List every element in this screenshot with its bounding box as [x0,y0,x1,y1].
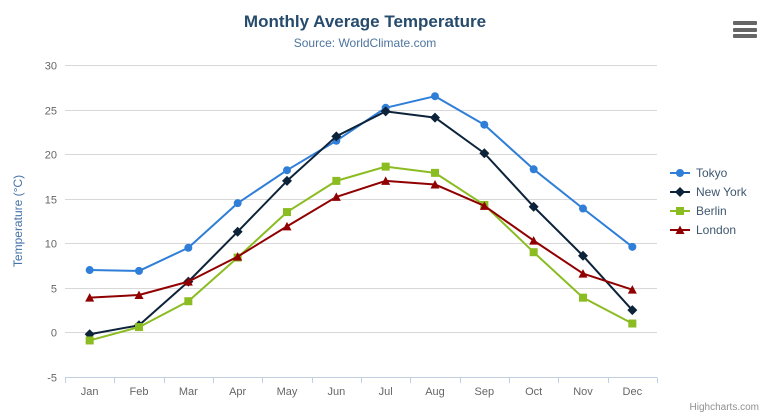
triangle-legend-marker-icon [670,225,690,234]
data-point[interactable] [628,242,637,251]
y-axis-tick-label: 15 [45,195,57,207]
x-axis-tick-label: Apr [229,386,246,398]
y-axis-tick-label: 30 [45,61,57,73]
data-point[interactable] [282,221,292,231]
x-axis-tick-label: Jan [81,386,99,398]
y-axis-tick-label: 25 [45,106,57,118]
data-point[interactable] [283,208,291,217]
x-axis-tick-label: Oct [525,386,542,398]
legend-label: Tokyo [696,165,728,180]
series-new-york [84,106,638,340]
data-point[interactable] [479,201,489,210]
data-point[interactable] [579,204,587,213]
data-point[interactable] [331,192,341,201]
data-point[interactable] [381,176,391,185]
diamond-legend-marker-icon [670,186,690,197]
data-point[interactable] [529,236,539,245]
legend-marker-symbol[interactable] [676,168,684,177]
y-axis-tick-label: -5 [47,373,57,385]
data-point[interactable] [628,319,637,328]
legend-item-berlin[interactable]: Berlin [669,201,747,220]
x-axis-tick-label: Sep [475,386,495,398]
x-axis-tick-label: Mar [179,386,198,398]
legend-label: New York [696,184,747,199]
data-point[interactable] [430,112,440,123]
y-axis-tick-label: 20 [45,150,57,162]
data-point[interactable] [479,148,490,159]
data-point[interactable] [282,175,292,186]
credits-link[interactable]: Highcharts.com [689,402,759,413]
x-axis-tick-label: Nov [573,386,593,398]
y-axis-tick-label: 5 [51,284,57,296]
legend-item-new-york[interactable]: New York [669,182,747,201]
y-axis-tick-label: 10 [45,239,57,251]
data-point[interactable] [85,266,94,275]
data-point[interactable] [480,120,489,129]
data-point[interactable] [528,201,539,212]
hamburger-icon [733,34,757,38]
data-point[interactable] [529,165,538,174]
data-point[interactable] [578,250,588,261]
legend-label: Berlin [696,203,727,218]
x-axis-tick-label: May [277,386,298,398]
y-axis-title: Temperature (°C) [11,175,25,267]
y-axis-tick-label: 0 [51,328,57,340]
x-axis-tick-label: Jul [379,386,393,398]
legend-marker-symbol[interactable] [676,206,684,215]
export-menu-button[interactable] [733,21,757,38]
data-point[interactable] [135,323,143,332]
x-axis-tick-label: Aug [425,386,445,398]
data-point[interactable] [331,131,342,142]
chart-title: Monthly Average Temperature [243,12,487,31]
legend-item-london[interactable]: London [669,220,747,239]
series-line [88,95,634,272]
data-point[interactable] [184,243,193,252]
data-point[interactable] [380,106,391,117]
data-point[interactable] [183,277,193,286]
series-tokyo [85,92,637,275]
data-point[interactable] [431,168,439,177]
hamburger-icon [733,21,757,25]
hamburger-icon [733,27,757,32]
square-legend-marker-icon [670,206,690,215]
series-line [88,165,634,342]
data-point[interactable] [134,290,144,299]
data-point[interactable] [627,305,638,316]
data-point[interactable] [529,248,538,257]
data-point[interactable] [233,252,243,261]
series-line [88,179,634,299]
data-point[interactable] [283,166,291,175]
legend-marker-symbol[interactable] [675,186,685,197]
data-point[interactable] [135,266,143,275]
data-point[interactable] [431,92,439,101]
data-point[interactable] [184,297,193,306]
data-point[interactable] [579,293,587,302]
data-point[interactable] [232,226,243,237]
x-axis-tick-label: Dec [623,386,643,398]
x-axis-tick-label: Feb [130,386,149,398]
legend-marker-symbol[interactable] [675,225,685,234]
x-axis-tick-label: Jun [327,386,345,398]
data-point[interactable] [85,293,95,302]
legend-label: London [696,222,737,237]
legend: Tokyo New York Berlin London [669,163,747,239]
data-point[interactable] [430,179,440,189]
data-point[interactable] [627,285,637,294]
data-point[interactable] [578,269,588,278]
data-point[interactable] [332,176,341,185]
series-line [88,110,634,336]
chart-subtitle: Source: WorldClimate.com [293,36,437,50]
data-point[interactable] [233,199,242,208]
data-point[interactable] [381,162,390,171]
series-london [85,176,637,302]
legend-item-tokyo[interactable]: Tokyo [669,163,747,182]
data-point[interactable] [85,336,94,345]
circle-legend-marker-icon [670,168,690,177]
